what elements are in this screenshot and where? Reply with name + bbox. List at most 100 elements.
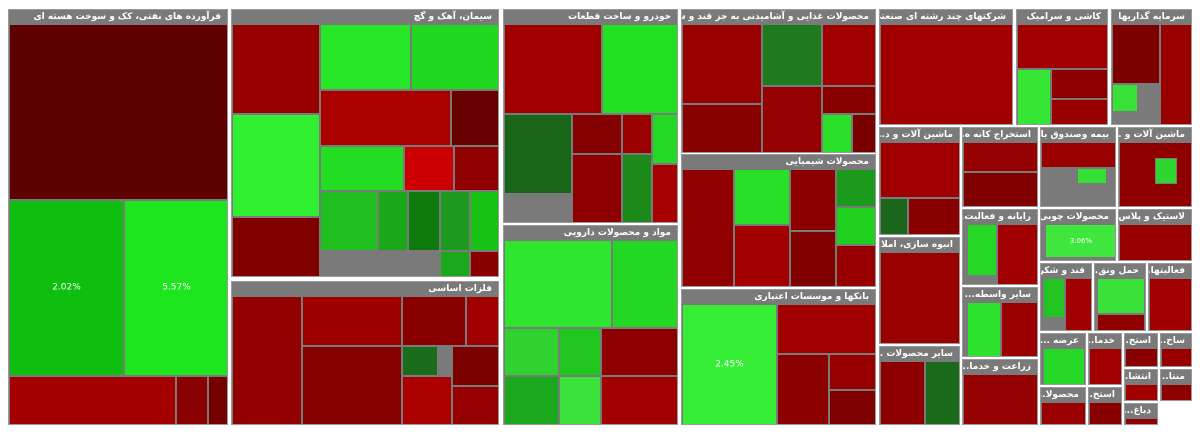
stock-tile[interactable]	[559, 328, 601, 376]
stock-tile[interactable]	[408, 191, 440, 251]
stock-tile[interactable]: 2.02%	[9, 200, 124, 376]
stock-tile[interactable]	[652, 114, 677, 164]
stock-tile[interactable]	[1097, 278, 1145, 314]
stock-tile[interactable]	[652, 164, 677, 222]
stock-tile[interactable]	[880, 198, 908, 234]
stock-tile[interactable]: 2.45%	[682, 304, 777, 424]
stock-tile[interactable]	[967, 302, 1001, 356]
stock-tile[interactable]	[880, 24, 1012, 124]
stock-tile[interactable]	[734, 225, 790, 286]
stock-tile[interactable]	[402, 296, 466, 346]
stock-tile[interactable]	[963, 142, 1037, 172]
stock-tile[interactable]	[232, 114, 320, 217]
stock-tile[interactable]	[612, 240, 677, 328]
stock-tile[interactable]	[1119, 224, 1191, 260]
stock-tile[interactable]	[601, 376, 677, 424]
stock-tile[interactable]	[470, 191, 498, 251]
stock-tile[interactable]	[504, 328, 559, 376]
stock-tile[interactable]	[440, 191, 470, 251]
stock-tile[interactable]	[411, 24, 498, 90]
stock-tile[interactable]	[682, 169, 734, 286]
stock-tile[interactable]	[1077, 168, 1107, 184]
stock-tile[interactable]	[682, 104, 762, 152]
stock-tile[interactable]	[790, 231, 836, 286]
stock-tile[interactable]	[822, 86, 875, 114]
stock-tile[interactable]	[451, 90, 498, 146]
stock-tile[interactable]	[963, 172, 1037, 206]
stock-tile[interactable]	[852, 114, 875, 152]
stock-tile[interactable]	[1017, 69, 1051, 124]
stock-tile[interactable]	[777, 304, 875, 354]
stock-tile[interactable]	[1001, 302, 1037, 356]
stock-tile[interactable]	[790, 169, 836, 231]
stock-tile[interactable]	[1065, 278, 1091, 330]
stock-tile[interactable]	[572, 154, 622, 222]
stock-tile[interactable]	[762, 86, 822, 152]
stock-tile[interactable]	[320, 191, 378, 251]
stock-tile[interactable]	[880, 361, 925, 424]
stock-tile[interactable]	[1089, 402, 1121, 424]
stock-tile[interactable]	[967, 224, 997, 276]
stock-tile[interactable]	[762, 24, 822, 86]
stock-tile[interactable]	[622, 114, 652, 154]
stock-tile[interactable]	[1041, 402, 1085, 424]
stock-tile[interactable]	[836, 207, 875, 245]
stock-tile[interactable]	[378, 191, 408, 251]
stock-tile[interactable]	[1161, 348, 1191, 366]
stock-tile[interactable]	[208, 376, 227, 424]
stock-tile[interactable]	[402, 346, 438, 376]
stock-tile[interactable]	[1089, 348, 1121, 384]
stock-tile[interactable]	[602, 24, 677, 114]
stock-tile[interactable]	[908, 198, 959, 234]
stock-tile[interactable]	[232, 217, 320, 276]
stock-tile[interactable]	[1125, 418, 1157, 424]
stock-tile[interactable]	[452, 346, 498, 386]
stock-tile[interactable]: 3.06%	[1045, 224, 1115, 258]
stock-tile[interactable]	[880, 142, 959, 198]
stock-tile[interactable]	[470, 251, 498, 276]
stock-tile[interactable]	[320, 90, 451, 146]
stock-tile[interactable]	[1149, 278, 1191, 330]
stock-tile[interactable]	[1112, 24, 1160, 84]
stock-tile[interactable]	[1112, 84, 1138, 112]
stock-tile[interactable]	[829, 354, 875, 390]
stock-tile[interactable]	[777, 354, 829, 424]
stock-tile[interactable]	[440, 251, 470, 276]
stock-tile[interactable]	[734, 169, 790, 225]
stock-tile[interactable]	[836, 169, 875, 207]
stock-tile[interactable]: 5.57%	[124, 200, 227, 376]
stock-tile[interactable]	[1043, 348, 1085, 384]
stock-tile[interactable]	[232, 24, 320, 114]
stock-tile[interactable]	[466, 296, 498, 346]
stock-tile[interactable]	[176, 376, 208, 424]
stock-tile[interactable]	[302, 296, 402, 346]
stock-tile[interactable]	[504, 376, 559, 424]
stock-tile[interactable]	[925, 361, 959, 424]
stock-tile[interactable]	[836, 245, 875, 286]
stock-tile[interactable]	[320, 24, 411, 90]
stock-tile[interactable]	[1155, 158, 1177, 184]
stock-tile[interactable]	[622, 154, 652, 222]
stock-tile[interactable]	[1051, 69, 1107, 99]
stock-tile[interactable]	[1097, 314, 1145, 330]
stock-tile[interactable]	[572, 114, 622, 154]
stock-tile[interactable]	[997, 224, 1037, 284]
stock-tile[interactable]	[1017, 24, 1107, 69]
stock-tile[interactable]	[1125, 348, 1157, 366]
stock-tile[interactable]	[880, 252, 959, 343]
stock-tile[interactable]	[504, 114, 572, 194]
stock-tile[interactable]	[1125, 384, 1157, 400]
stock-tile[interactable]	[9, 24, 227, 200]
stock-tile[interactable]	[1160, 24, 1191, 124]
stock-tile[interactable]	[822, 114, 852, 152]
stock-tile[interactable]	[9, 376, 176, 424]
stock-tile[interactable]	[1051, 99, 1107, 124]
stock-tile[interactable]	[402, 376, 452, 424]
stock-tile[interactable]	[963, 374, 1037, 424]
stock-tile[interactable]	[504, 240, 612, 328]
stock-tile[interactable]	[1161, 384, 1191, 400]
stock-tile[interactable]	[504, 24, 602, 114]
stock-tile[interactable]	[320, 146, 404, 191]
stock-tile[interactable]	[559, 376, 601, 424]
stock-tile[interactable]	[1043, 278, 1065, 318]
